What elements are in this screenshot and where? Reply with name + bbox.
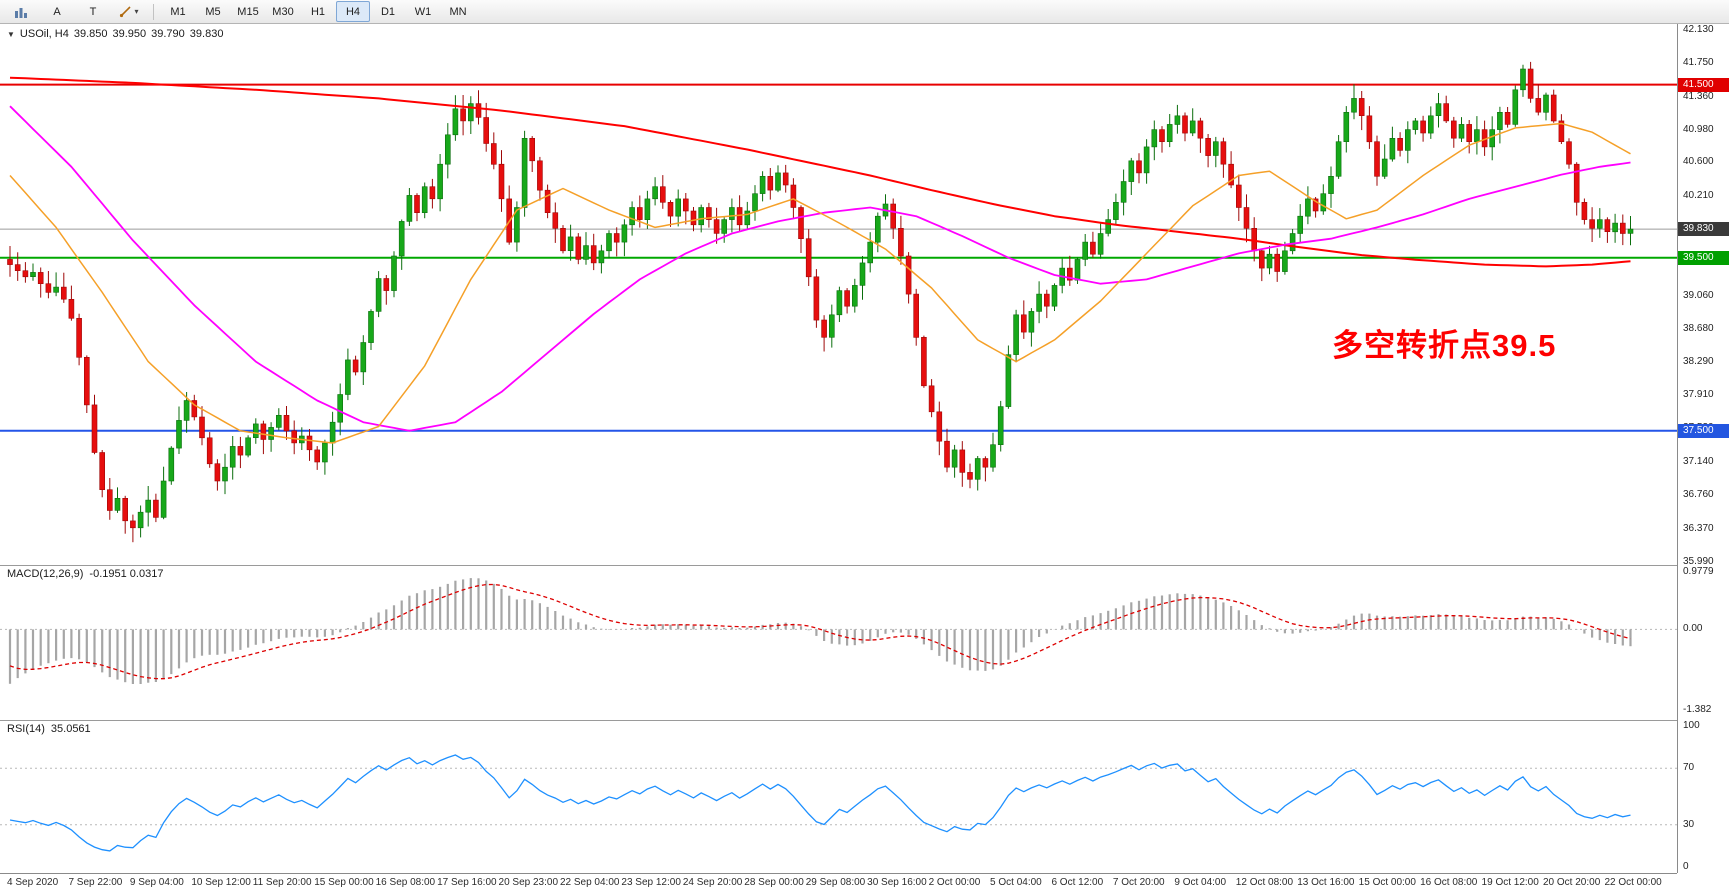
time-label: 28 Sep 00:00 (744, 877, 804, 888)
ohlc-high: 39.950 (112, 28, 147, 40)
timeframe-button-D1[interactable]: D1 (380, 5, 396, 18)
text-tool-button[interactable]: T (89, 5, 97, 18)
price-tick-37.910: 37.910 (1683, 389, 1714, 401)
rsi-value: 35.0561 (50, 723, 91, 735)
time-label: 30 Sep 16:00 (867, 877, 927, 888)
chart-bars-icon[interactable] (4, 1, 38, 22)
time-label: 19 Oct 12:00 (1481, 877, 1539, 888)
time-label: 2 Oct 00:00 (928, 877, 981, 888)
price-badge-37.500: 37.500 (1678, 423, 1729, 438)
timeframe-button-H4[interactable]: H4 (336, 1, 370, 22)
price-tick-41.360: 41.360 (1683, 90, 1714, 102)
timeframe-button-M5[interactable]: M5 (205, 5, 221, 18)
shapes-icon (120, 6, 132, 18)
MA-fast-line[interactable] (9, 122, 1631, 444)
time-label: 15 Oct 00:00 (1358, 877, 1416, 888)
price-tick-36.370: 36.370 (1683, 522, 1714, 534)
time-label: 16 Sep 08:00 (375, 877, 436, 888)
timeframe-button-M1[interactable]: M1 (170, 5, 186, 18)
timeframe-group: M1 M5 M15 M30 H1 H4 D1 W1 MN (161, 1, 475, 22)
rsi-line (9, 754, 1631, 852)
time-label: 23 Sep 12:00 (621, 877, 681, 888)
price-tick-38.290: 38.290 (1683, 356, 1714, 368)
time-label: 15 Sep 00:00 (314, 877, 374, 888)
macd-tick-zero: 0.00 (1683, 623, 1703, 635)
time-label: 11 Sep 20:00 (252, 877, 312, 888)
time-label: 7 Sep 22:00 (68, 877, 123, 888)
MA-slow-line[interactable] (9, 76, 1631, 268)
rsi-tick-100: 100 (1683, 720, 1700, 731)
time-label: 7 Oct 20:00 (1112, 877, 1165, 888)
chart-bars-icon (15, 7, 27, 18)
ohlc-open: 39.850 (73, 28, 108, 40)
macd-values: -0.1951 0.0317 (89, 568, 164, 580)
chart-area[interactable]: ▼ USOil, H4 39.850 39.950 39.790 39.830 … (0, 24, 1729, 893)
rsi-tick-30: 30 (1683, 818, 1695, 830)
cursor-a-tool-button[interactable]: A (53, 5, 61, 18)
price-badge-41.500: 41.500 (1678, 77, 1729, 92)
time-label: 22 Sep 04:00 (559, 877, 620, 888)
time-label: 9 Sep 04:00 (129, 877, 184, 888)
price-tick-40.600: 40.600 (1683, 156, 1714, 168)
time-label: 5 Oct 04:00 (990, 877, 1042, 888)
macd-histogram (8, 578, 1632, 684)
price-tick-42.130: 42.130 (1683, 24, 1714, 36)
macd-tick-min: -1.382 (1683, 704, 1712, 716)
ohlc-low: 39.790 (151, 28, 185, 40)
time-label: 13 Oct 16:00 (1297, 877, 1355, 888)
rsi-tick-70: 70 (1683, 762, 1695, 774)
time-label: 4 Sep 2020 (7, 877, 59, 888)
time-axis[interactable]: 4 Sep 2020 7 Sep 22:00 9 Sep 04:00 10 Sep 1… (0, 873, 1677, 893)
price-badge-39.830: 39.830 (1678, 222, 1729, 237)
macd-name: MACD(12,26,9) (7, 568, 84, 580)
price-axis[interactable]: 42.130 41.750 41.360 40.980 40.600 40.210 39.8… (1677, 24, 1729, 873)
price-tick-36.760: 36.760 (1683, 488, 1714, 500)
timeframe-button-H1[interactable]: H1 (310, 5, 326, 18)
price-badge-39.500: 39.500 (1678, 250, 1729, 265)
macd-tick-max: 0.9779 (1683, 566, 1714, 578)
price-tick-39.060: 39.060 (1683, 289, 1714, 301)
rsi-tick-0: 0 (1683, 861, 1689, 872)
macd-signal-line (9, 583, 1631, 680)
price-tick-37.140: 37.140 (1683, 455, 1714, 467)
candle-wicks (9, 61, 1631, 543)
time-label: 16 Oct 08:00 (1420, 877, 1478, 888)
time-label: 12 Oct 08:00 (1235, 877, 1294, 888)
toolbar-separator (153, 3, 154, 20)
rsi-indicator-label: RSI(14) 35.0561 (7, 723, 91, 735)
timeframe-button-W1[interactable]: W1 (414, 5, 432, 18)
time-label: 9 Oct 04:00 (1174, 877, 1227, 888)
shapes-dropdown-button[interactable]: ▾ (112, 1, 146, 22)
timeframe-button-M30[interactable]: M30 (272, 5, 294, 18)
price-tick-35.990: 35.990 (1683, 555, 1714, 567)
macd-indicator-label: MACD(12,26,9) -0.1951 0.0317 (7, 568, 163, 580)
symbol-ohlc-line: ▼ USOil, H4 39.850 39.950 39.790 39.830 (7, 28, 223, 40)
price-tick-40.210: 40.210 (1683, 190, 1714, 202)
time-label: 17 Sep 16:00 (437, 877, 497, 888)
chart-annotation-text: 多空转折点39.5 (1332, 328, 1557, 363)
time-label: 6 Oct 12:00 (1051, 877, 1104, 888)
collapse-triangle-icon[interactable]: ▼ (7, 29, 15, 39)
price-tick-38.680: 38.680 (1683, 322, 1714, 334)
price-tick-41.750: 41.750 (1683, 56, 1714, 68)
ohlc-close: 39.830 (189, 28, 224, 40)
price-tick-40.980: 40.980 (1683, 123, 1714, 135)
timeframe-button-MN[interactable]: MN (449, 5, 467, 18)
toolbar: A T ▾ M1 M5 M15 M30 H1 H4 D1 W1 MN (0, 0, 1729, 24)
chevron-down-icon: ▾ (134, 7, 139, 16)
MA-medium-line[interactable] (9, 105, 1631, 432)
symbol-label: USOil, H4 (19, 28, 69, 40)
candles (7, 68, 1634, 529)
time-label: 24 Sep 20:00 (682, 877, 743, 888)
time-label: 20 Sep 23:00 (498, 877, 559, 888)
time-label: 22 Oct 00:00 (1604, 877, 1662, 888)
time-label: 20 Oct 20:00 (1543, 877, 1601, 888)
timeframe-button-M15[interactable]: M15 (237, 5, 259, 18)
rsi-name: RSI(14) (7, 723, 45, 735)
time-label: 10 Sep 12:00 (191, 877, 251, 888)
time-label: 29 Sep 08:00 (805, 877, 866, 888)
